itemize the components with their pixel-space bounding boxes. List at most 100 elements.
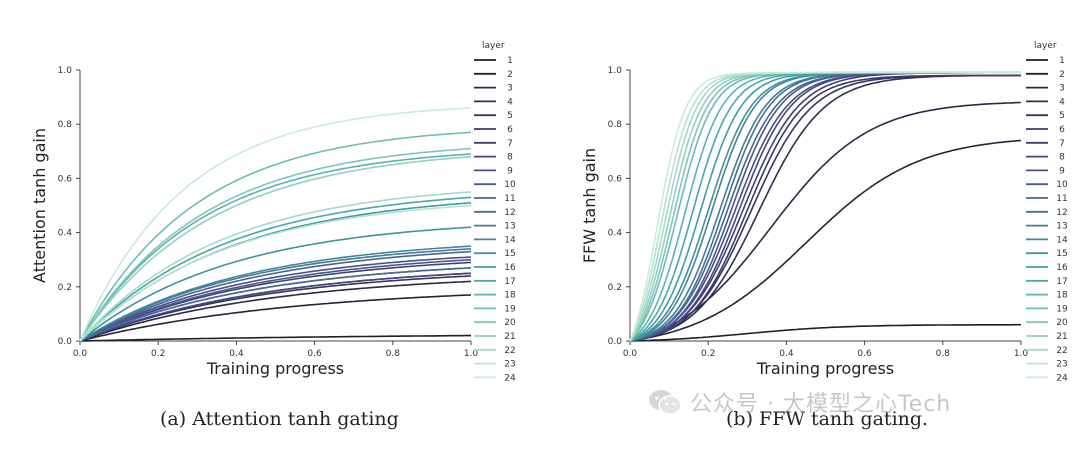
- ffw-x-axis-label: Training progress: [756, 359, 894, 378]
- attention-series-layer-11: [79, 250, 472, 342]
- ffw-legend-label: 19: [1056, 304, 1068, 314]
- ffw-y-tick-label: 0.4: [608, 229, 623, 239]
- ffw-legend-label: 24: [1056, 373, 1068, 383]
- attention-series-layer-1: [79, 334, 471, 342]
- ffw-x-tick-label: 0.6: [857, 349, 872, 359]
- attention-legend-label: 3: [507, 84, 513, 94]
- caption-attention: (a) Attention tanh gating: [160, 408, 399, 430]
- attention-x-tick-label: 0.4: [229, 349, 244, 359]
- caption-ffw: (b) FFW tanh gating.: [726, 408, 929, 430]
- ffw-x-tick-label: 1.0: [1014, 349, 1029, 359]
- attention-series-layer-15: [79, 226, 472, 342]
- ffw-gain-chart: 0.0 0.2 0.4 0.6 0.8 1.0 0.0 0.2 0.4 0.6 0.8 1.0 Trai…: [580, 66, 1028, 378]
- attention-legend-label: 17: [504, 277, 515, 287]
- ffw-legend-label: 2: [1059, 70, 1065, 80]
- ffw-series-layer-24: [629, 71, 1021, 342]
- attention-legend-label: 13: [504, 222, 515, 232]
- attention-series-layer-4: [79, 272, 472, 342]
- ffw-legend-label: 21: [1056, 332, 1067, 342]
- attention-legend-label: 6: [507, 125, 513, 135]
- attention-y-axis-label: Attention tanh gain: [30, 128, 49, 283]
- ffw-legend-label: 17: [1056, 277, 1067, 287]
- attention-legend-label: 4: [507, 97, 513, 107]
- attention-legend-label: 9: [507, 166, 513, 176]
- ffw-x-tick-label: 0.2: [701, 349, 715, 359]
- attention-y-tick-label: 0.4: [58, 229, 73, 239]
- watermark-text: 公众号 · 大模型之心Tech: [690, 392, 952, 417]
- ffw-y-tick-label: 0.2: [608, 283, 622, 293]
- attention-legend-label: 10: [504, 180, 516, 190]
- ffw-series-layer-1: [629, 323, 1021, 342]
- attention-legend-label: 8: [507, 153, 513, 163]
- attention-series-layer-17: [79, 196, 472, 342]
- attention-y-tick-label: 0.8: [58, 120, 73, 130]
- attention-series-layer-18: [79, 153, 472, 342]
- ffw-legend-label: 3: [1059, 84, 1065, 94]
- ffw-legend-label: 11: [1056, 194, 1067, 204]
- ffw-x-tick-label: 0.0: [623, 349, 638, 359]
- attention-y-tick-label: 1.0: [58, 66, 73, 76]
- attention-series-layer-19: [79, 131, 472, 342]
- ffw-y-axis-label: FFW tanh gain: [580, 148, 599, 263]
- ffw-legend-label: 10: [1056, 180, 1068, 190]
- attention-legend-label: 18: [504, 291, 516, 301]
- attention-series-layer-13: [79, 248, 472, 342]
- attention-legend-label: 7: [507, 139, 513, 149]
- attention-series-layer-5: [79, 275, 472, 342]
- attention-legend-label: 15: [504, 249, 515, 259]
- attention-x-tick-label: 1.0: [464, 349, 479, 359]
- attention-legend-label: 5: [507, 111, 513, 121]
- ffw-legend-label: 6: [1059, 125, 1065, 135]
- ffw-y-tick-label: 0.6: [608, 174, 623, 184]
- attention-legend-label: 23: [504, 360, 515, 370]
- attention-legend-label: 19: [504, 304, 516, 314]
- attention-series-layer-8: [79, 272, 472, 342]
- attention-x-tick-label: 0.0: [73, 349, 88, 359]
- legend-attention: layer12345678910111213141516171819202122…: [474, 41, 516, 383]
- attention-series-layer-21: [79, 155, 472, 342]
- attention-y-tick-label: 0.6: [58, 174, 73, 184]
- ffw-legend-label: 16: [1056, 263, 1068, 273]
- attention-legend-title: layer: [482, 41, 505, 51]
- attention-legend-label: 14: [504, 235, 516, 245]
- ffw-legend-label: 20: [1056, 318, 1068, 328]
- ffw-legend-label: 23: [1056, 360, 1067, 370]
- attention-x-tick-label: 0.8: [386, 349, 401, 359]
- ffw-x-tick-label: 0.4: [779, 349, 794, 359]
- ffw-legend-label: 12: [1056, 208, 1067, 218]
- attention-legend-label: 21: [504, 332, 515, 342]
- ffw-legend-title: layer: [1034, 41, 1057, 51]
- attention-legend-label: 24: [504, 373, 516, 383]
- ffw-legend-label: 5: [1059, 111, 1065, 121]
- attention-series-layer-9: [79, 256, 472, 342]
- attention-x-tick-label: 0.6: [307, 349, 322, 359]
- attention-legend-label: 2: [507, 70, 513, 80]
- attention-series-layer-24: [79, 107, 472, 342]
- ffw-y-tick-label: 0.8: [608, 120, 623, 130]
- attention-legend-label: 20: [504, 318, 516, 328]
- legend-ffw: layer12345678910111213141516171819202122…: [1026, 41, 1068, 383]
- attention-x-axis-label: Training progress: [206, 359, 344, 378]
- attention-legend-label: 12: [504, 208, 515, 218]
- attention-legend-label: 11: [504, 194, 515, 204]
- ffw-legend-label: 18: [1056, 291, 1068, 301]
- wechat-icon: [649, 390, 682, 415]
- ffw-y-tick-label: 1.0: [608, 66, 623, 76]
- ffw-legend-label: 9: [1059, 166, 1065, 176]
- attention-x-tick-label: 0.2: [151, 349, 165, 359]
- attention-y-tick-label: 0.2: [58, 283, 72, 293]
- ffw-legend-label: 7: [1059, 139, 1065, 149]
- ffw-series-layer-2: [629, 139, 1022, 342]
- ffw-legend-label: 1: [1059, 56, 1065, 66]
- attention-gain-chart: 0.0 0.2 0.4 0.6 0.8 1.0 0.0 0.2 0.4 0.6 0.8 1.0 Trai…: [30, 66, 478, 378]
- ffw-legend-label: 8: [1059, 153, 1065, 163]
- attention-series-layer-3: [79, 280, 472, 342]
- watermark: 公众号 · 大模型之心Tech: [648, 386, 951, 418]
- ffw-legend-label: 15: [1056, 249, 1067, 259]
- ffw-x-tick-label: 0.8: [936, 349, 951, 359]
- attention-legend-label: 22: [504, 346, 515, 356]
- attention-series-layer-22: [79, 191, 472, 342]
- attention-legend-label: 1: [507, 56, 513, 66]
- attention-series-layer-10: [79, 258, 472, 342]
